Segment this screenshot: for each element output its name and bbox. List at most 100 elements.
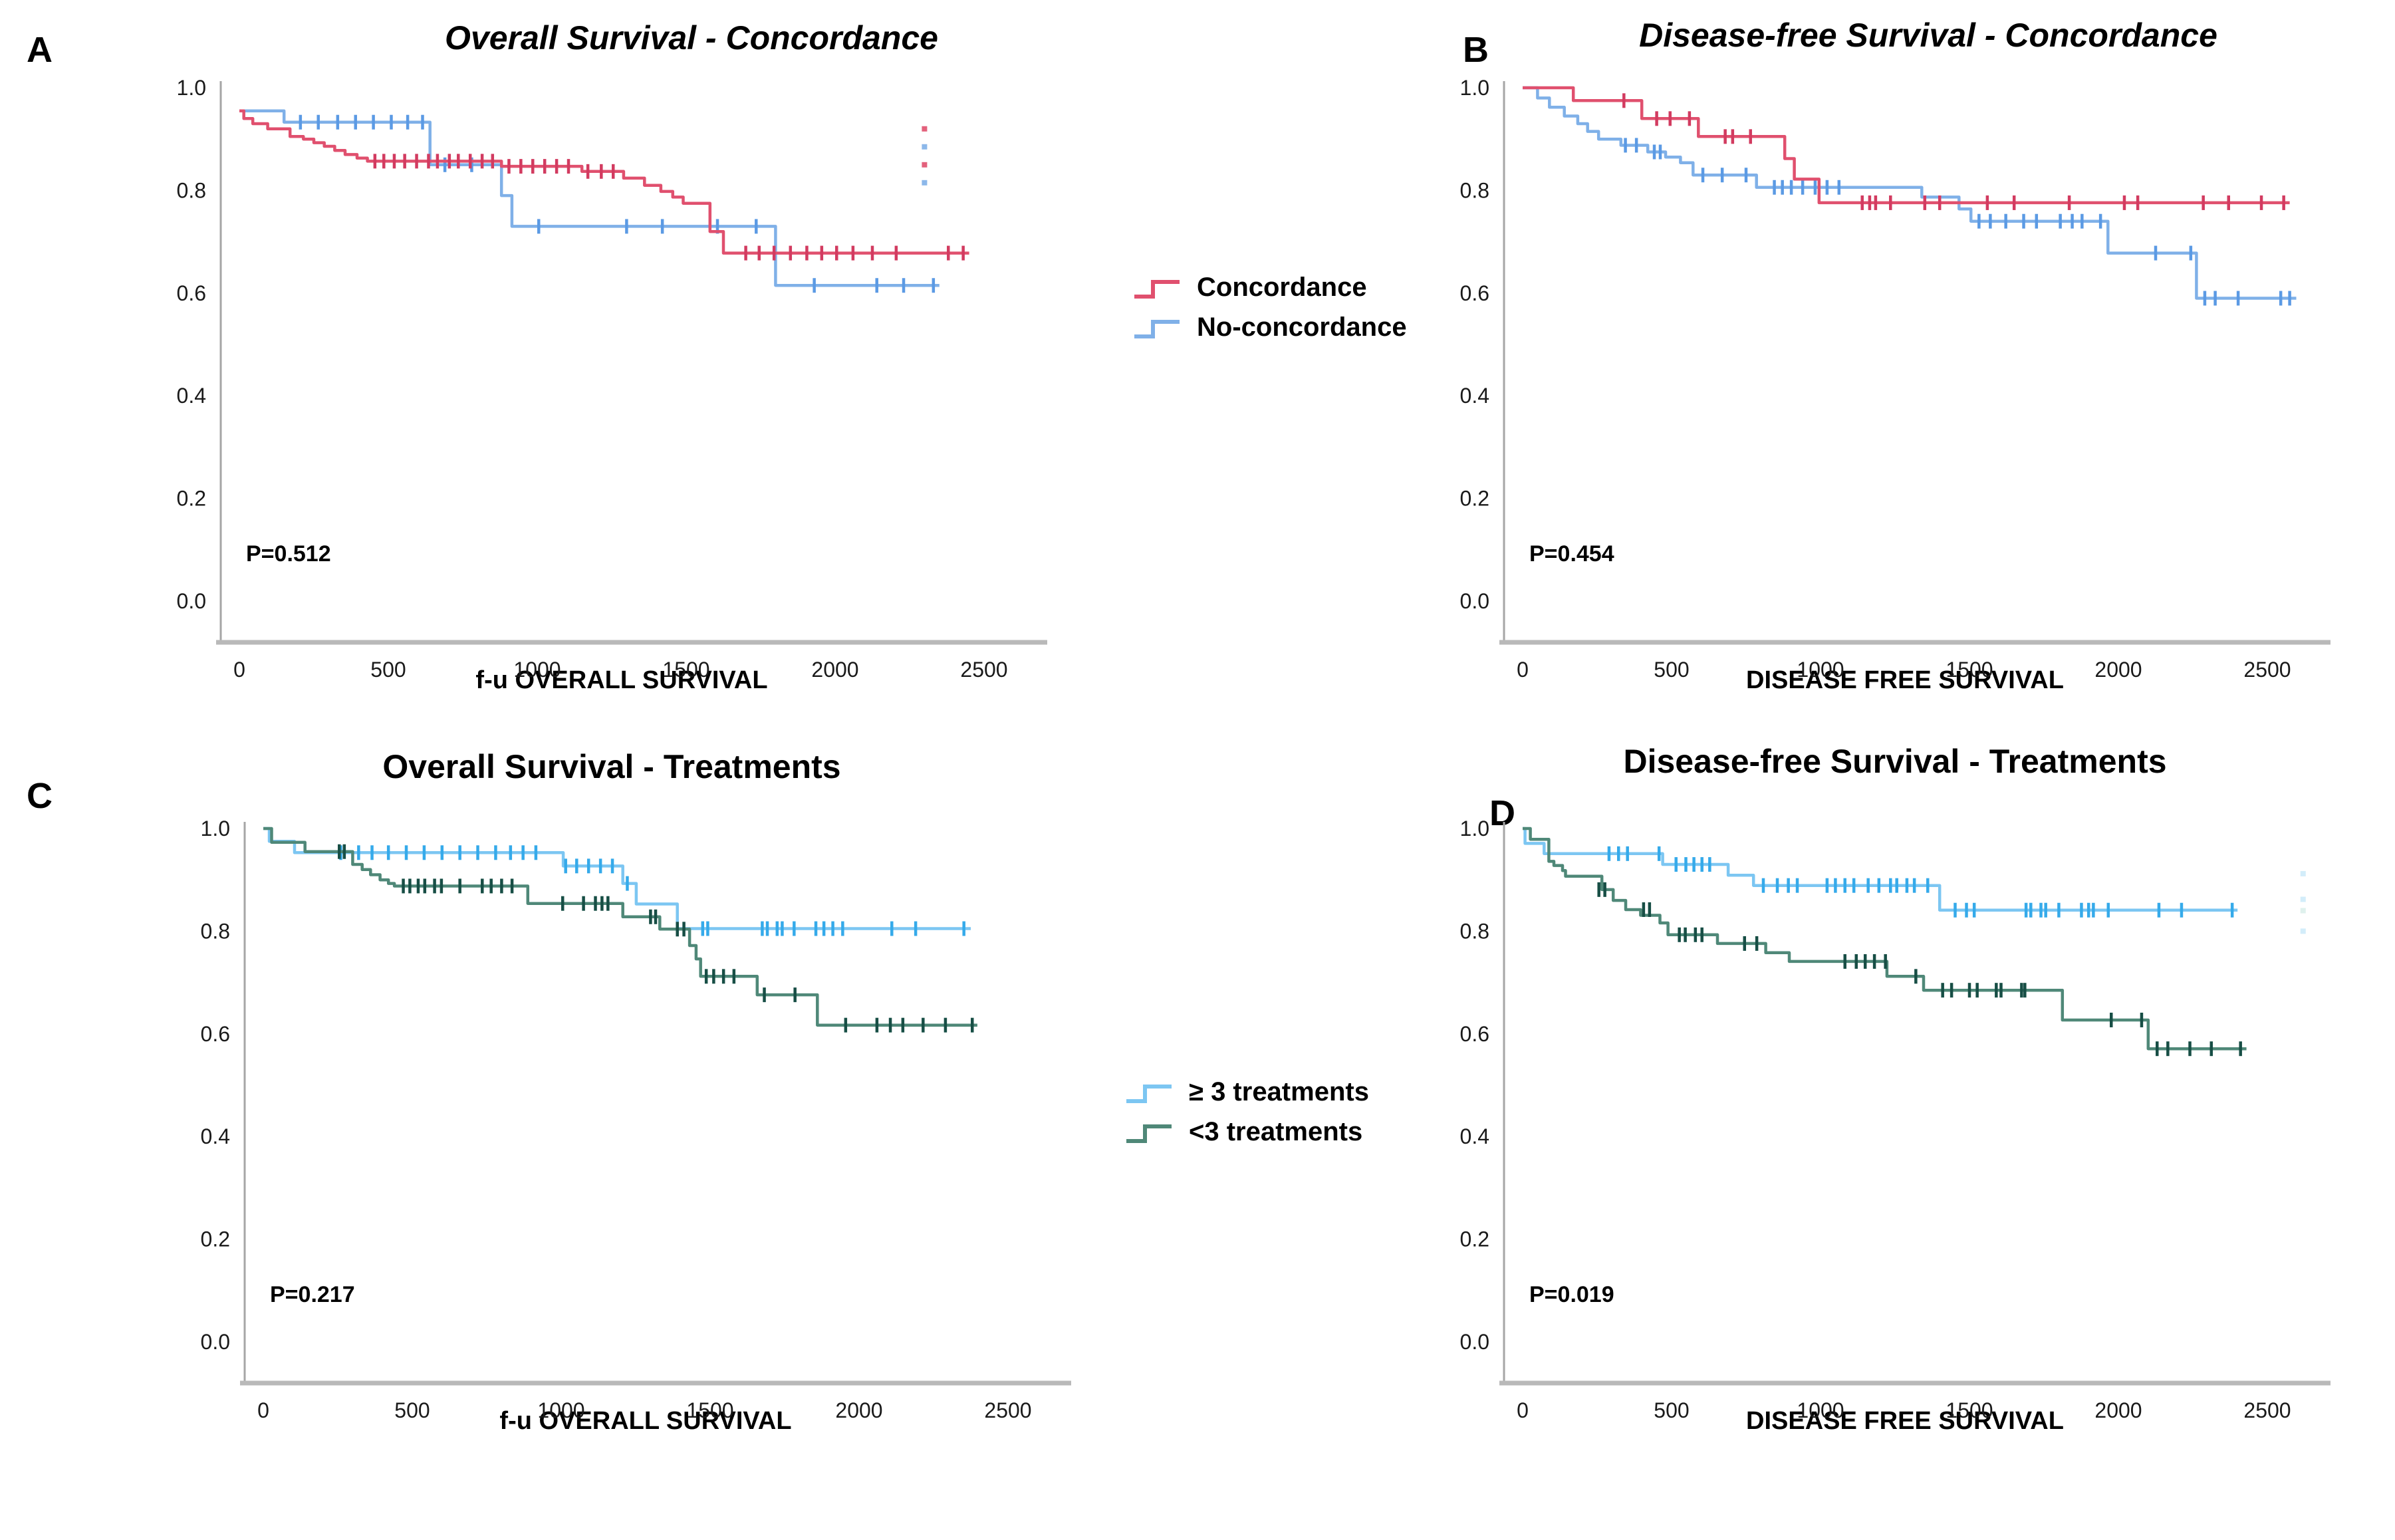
y-tick-label: 0.4 [1460, 384, 1489, 408]
x-tick-label: 2500 [960, 658, 1007, 682]
p-value-label-a: P=0.512 [246, 541, 331, 567]
y-tick-label: 0.2 [1460, 487, 1489, 511]
x-tick-label: 1000 [1797, 658, 1844, 682]
y-tick-label: 0.4 [177, 384, 206, 408]
km-step-line-no-concordance [239, 109, 940, 287]
y-tick-label: 1.0 [1460, 76, 1489, 100]
legend-label: No-concordance [1197, 312, 1407, 342]
y-tick-label: 0.4 [201, 1124, 230, 1148]
x-tick-label: 2000 [835, 1398, 882, 1422]
x-tick-label: 2500 [2243, 1398, 2291, 1422]
x-tick-label: 1000 [537, 1398, 584, 1422]
x-tick-label: 2000 [2094, 1398, 2142, 1422]
series--3-treatments [1523, 827, 2238, 918]
x-tick-label: 1000 [1797, 1398, 1844, 1422]
legend-label: <3 treatments [1189, 1116, 1363, 1146]
y-tick-label: 0.6 [1460, 281, 1489, 305]
x-tick-label: 2500 [984, 1398, 1031, 1422]
survival-plot-svg-c: 0.0 0.2 0.4 0.6 0.8 1.0 0 500 1000 1500 2000 2500 [201, 817, 1071, 1422]
stray-artifact-dot [2300, 928, 2306, 934]
panel-letter-c: C [27, 776, 53, 816]
x-tick-label: 500 [1654, 658, 1689, 682]
panel-letter-b: B [1463, 30, 1489, 70]
stray-artifact-dot [922, 144, 928, 150]
series-concordance [1523, 86, 2290, 210]
x-tick-label: 0 [233, 658, 245, 682]
y-tick-labels: 0.0 0.2 0.4 0.6 0.8 1.0 [177, 76, 206, 613]
km-step-line-concordance [239, 109, 969, 255]
y-tick-label: 0.6 [201, 1022, 230, 1046]
x-tick-label: 1500 [1946, 1398, 1993, 1422]
x-tick-label: 2000 [811, 658, 858, 682]
y-tick-label: 0.8 [1460, 178, 1489, 202]
y-tick-label: 0.0 [1460, 589, 1489, 613]
survival-plot-svg-d: 0.0 0.2 0.4 0.6 0.8 1.0 0 500 1000 1500 2000 2500 [1460, 817, 2331, 1422]
p-value-label-b: P=0.454 [1529, 541, 1614, 567]
step-line-swatch-red [1134, 280, 1180, 299]
x-tick-label: 1500 [686, 1398, 733, 1422]
panel-overall-survival-concordance: P=0.512 f-u OVERALL SURVIVAL 0.0 0.2 0.4 0.… [20, 9, 1057, 774]
legend-item-no-concordance: No-concordance [1130, 311, 1407, 343]
p-value-label-c: P=0.217 [270, 1282, 355, 1307]
censor-marks-no-concordance [299, 114, 936, 293]
x-tick-label: 0 [1517, 1398, 1529, 1422]
x-tick-label: 1500 [1946, 658, 1993, 682]
km-step-line--3-treatments [263, 827, 971, 930]
chart-title-disease-free-survival-treatments: Disease-free Survival - Treatments [1623, 743, 2167, 780]
y-tick-labels: 0.0 0.2 0.4 0.6 0.8 1.0 [1460, 817, 1489, 1354]
step-line-swatch-lightblue [1126, 1085, 1172, 1103]
series-no-concordance [239, 109, 940, 293]
panel-disease-free-survival-concordance: P=0.454 DISEASE FREE SURVIVAL 0.0 0.2 0.4 0… [1303, 9, 2340, 774]
x-tick-labels: 0 500 1000 1500 2000 2500 [257, 1398, 1031, 1422]
x-tick-label: 1000 [513, 658, 561, 682]
x-tick-labels: 0 500 1000 1500 2000 2500 [1517, 658, 2291, 682]
legend-label: Concordance [1197, 272, 1367, 302]
y-tick-label: 0.0 [1460, 1330, 1489, 1354]
legend-label: ≥ 3 treatments [1189, 1077, 1369, 1106]
step-line-swatch-teal [1126, 1124, 1172, 1143]
x-tick-label: 500 [370, 658, 406, 682]
stray-artifact-dot [2300, 870, 2306, 876]
x-tick-label: 500 [1654, 1398, 1689, 1422]
p-value-label-d: P=0.019 [1529, 1282, 1614, 1307]
y-tick-label: 0.6 [177, 281, 206, 305]
x-tick-label: 2000 [2094, 658, 2142, 682]
series-no-concordance [1523, 86, 2297, 306]
legend-concordance: Concordance No-concordance [1130, 271, 1407, 343]
chart-title-overall-survival-concordance: Overall Survival - Concordance [445, 19, 938, 57]
legend-treatments: ≥ 3 treatments <3 treatments [1122, 1076, 1369, 1148]
y-tick-label: 0.8 [177, 178, 206, 202]
panel-disease-free-survival-treatments: P=0.019 DISEASE FREE SURVIVAL 0.0 0.2 0.4 0… [1303, 750, 2340, 1515]
x-axis-title-c: f-u OVERALL SURVIVAL [499, 1407, 792, 1435]
km-step-line-no-concordance [1523, 86, 2297, 300]
y-tick-label: 0.2 [1460, 1227, 1489, 1251]
series-concordance [239, 109, 969, 261]
series--3-treatments [263, 827, 971, 936]
km-step-line--3-treatments [1523, 827, 2238, 912]
y-tick-label: 0.0 [201, 1330, 230, 1354]
y-tick-labels: 0.0 0.2 0.4 0.6 0.8 1.0 [201, 817, 230, 1354]
y-tick-label: 0.4 [1460, 1124, 1489, 1148]
panel-letter-a: A [27, 30, 53, 70]
x-tick-label: 500 [394, 1398, 430, 1422]
survival-plot-svg-a: 0.0 0.2 0.4 0.6 0.8 1.0 0 500 1000 1500 2000 2500 [177, 76, 1047, 682]
stray-artifact-dot [922, 126, 928, 132]
y-tick-label: 1.0 [1460, 817, 1489, 840]
x-tick-label: 0 [257, 1398, 269, 1422]
stray-artifact-dot [2300, 896, 2306, 902]
stray-artifact-dot [922, 180, 928, 186]
step-line-swatch-blue [1134, 320, 1180, 338]
y-tick-labels: 0.0 0.2 0.4 0.6 0.8 1.0 [1460, 76, 1489, 613]
stray-artifact-dot [2300, 908, 2306, 914]
y-tick-label: 0.0 [177, 589, 206, 613]
censor-marks-concordance [373, 154, 965, 261]
censor-marks--3-treatments [339, 845, 965, 936]
censor-marks-no-concordance [1624, 138, 2291, 306]
panel-letter-d: D [1489, 793, 1515, 833]
legend-item-lt3-treatments: <3 treatments [1122, 1116, 1369, 1148]
y-tick-label: 0.8 [1460, 919, 1489, 943]
series--3-treatments [263, 827, 977, 1033]
censor-marks--3-treatments [1597, 882, 2242, 1057]
x-tick-labels: 0 500 1000 1500 2000 2500 [233, 658, 1007, 682]
